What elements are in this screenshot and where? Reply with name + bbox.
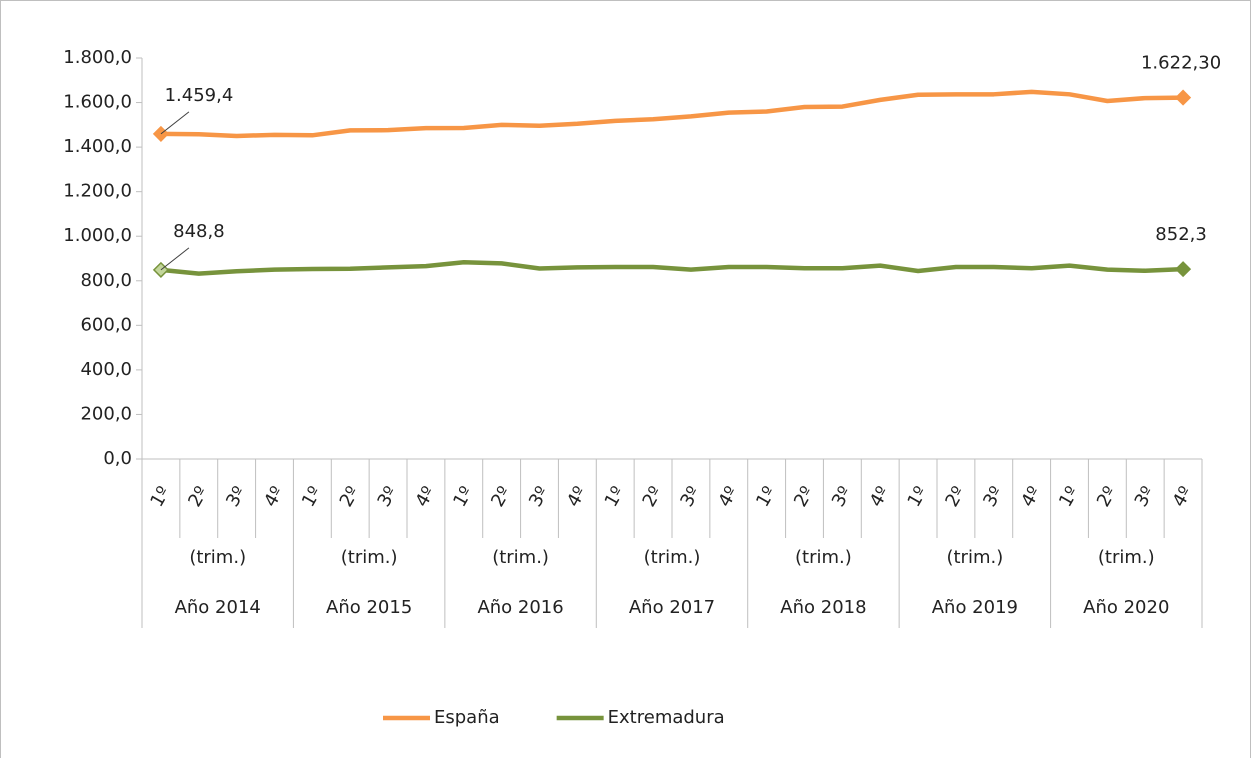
data-label: 848,8 bbox=[173, 221, 225, 242]
series-line bbox=[160, 89, 1184, 139]
group-label: Año 2014 bbox=[175, 597, 261, 618]
point-marker bbox=[1175, 261, 1192, 278]
y-tick-label: 800,0 bbox=[80, 270, 132, 291]
series-line bbox=[160, 260, 1184, 276]
group-sublabel: (trim.) bbox=[946, 547, 1003, 568]
data-label: 1.459,4 bbox=[165, 85, 234, 106]
y-tick-label: 1.200,0 bbox=[63, 181, 132, 202]
group-sublabel: (trim.) bbox=[644, 547, 701, 568]
y-tick-label: 1.800,0 bbox=[63, 47, 132, 68]
label-leader bbox=[160, 111, 190, 135]
group-sublabel: (trim.) bbox=[492, 547, 549, 568]
group-label: Año 2015 bbox=[326, 597, 412, 618]
group-sublabel: (trim.) bbox=[189, 547, 246, 568]
y-tick-label: 400,0 bbox=[80, 359, 132, 380]
group-label: Año 2019 bbox=[932, 597, 1018, 618]
group-sublabel: (trim.) bbox=[1098, 547, 1155, 568]
data-label: 1.622,30 bbox=[1141, 53, 1221, 74]
y-tick-label: 0,0 bbox=[103, 448, 132, 469]
y-tick-label: 200,0 bbox=[80, 403, 132, 424]
group-sublabel: (trim.) bbox=[795, 547, 852, 568]
y-tick-label: 600,0 bbox=[80, 314, 132, 335]
label-leader bbox=[160, 247, 190, 271]
group-label: Año 2020 bbox=[1083, 597, 1169, 618]
y-tick-label: 1.600,0 bbox=[63, 92, 132, 113]
legend-label: España bbox=[434, 707, 500, 728]
data-label: 852,3 bbox=[1155, 224, 1207, 245]
group-label: Año 2018 bbox=[780, 597, 866, 618]
point-marker bbox=[1175, 89, 1192, 106]
y-tick-label: 1.400,0 bbox=[63, 136, 132, 157]
y-tick-label: 1.000,0 bbox=[63, 225, 132, 246]
group-label: Año 2017 bbox=[629, 597, 715, 618]
legend-label: Extremadura bbox=[608, 707, 725, 728]
group-label: Año 2016 bbox=[477, 597, 563, 618]
group-sublabel: (trim.) bbox=[341, 547, 398, 568]
